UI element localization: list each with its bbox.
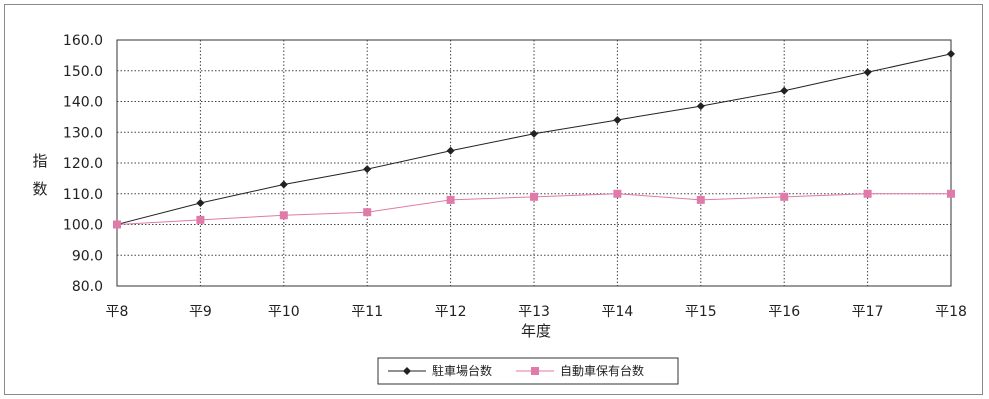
x-tick-label: 平16 <box>768 304 800 320</box>
x-tick-label: 平14 <box>601 304 633 320</box>
data-point-series-2 <box>780 192 789 201</box>
data-point-series-2 <box>947 189 955 198</box>
y-tick-label: 90.0 <box>72 248 103 264</box>
data-point-series-1 <box>363 165 372 174</box>
y-axis-ticks: 80.0 90.0 100.0 110.0 120.0 130.0 140.0 150.0 16… <box>63 33 103 295</box>
y-tick-label: 120.0 <box>63 156 103 172</box>
data-point-series-1 <box>613 115 622 124</box>
data-point-series-2 <box>113 220 121 229</box>
x-tick-label: 平11 <box>351 304 383 320</box>
data-point-series-2 <box>696 195 705 204</box>
data-point-series-2 <box>279 211 288 220</box>
x-tick-label: 平13 <box>518 304 550 320</box>
x-tick-label: 平17 <box>852 304 884 320</box>
y-tick-label: 80.0 <box>72 279 103 295</box>
grid <box>116 39 952 287</box>
data-point-series-2 <box>863 189 872 198</box>
x-tick-label: 平9 <box>189 304 212 320</box>
plot-area <box>113 49 955 229</box>
legend-label-1: 駐車場台数 <box>432 363 492 378</box>
data-point-series-2 <box>446 195 455 204</box>
data-point-series-2 <box>363 208 372 217</box>
x-tick-label: 平18 <box>935 304 967 320</box>
chart-frame <box>4 4 983 395</box>
legend: 駐車場台数 自動車保有台数 <box>377 357 679 385</box>
x-tick-label: 平8 <box>106 304 129 320</box>
data-point-series-1 <box>446 146 455 155</box>
x-axis-ticks: 平8 平9 平10 平11 平12 平13 平14 平15 平16 平17 平18 <box>106 304 967 320</box>
y-axis-label-part2: 数 <box>32 180 47 198</box>
data-point-series-2 <box>530 192 538 201</box>
x-tick-label: 平12 <box>435 304 467 320</box>
data-point-series-2 <box>613 189 622 198</box>
y-tick-label: 160.0 <box>63 33 103 49</box>
legend-label-2: 自動車保有台数 <box>560 363 644 378</box>
y-tick-label: 150.0 <box>63 64 103 80</box>
data-point-series-1 <box>196 198 205 207</box>
x-tick-label: 平15 <box>685 304 717 320</box>
legend-marker-1 <box>403 367 411 375</box>
y-tick-label: 140.0 <box>63 95 103 111</box>
x-axis-label: 年度 <box>521 322 551 340</box>
x-tick-label: 平10 <box>268 304 300 320</box>
y-tick-label: 130.0 <box>63 125 103 141</box>
y-axis-label-part1: 指 <box>32 152 47 170</box>
data-point-series-1 <box>863 68 872 77</box>
data-point-series-1 <box>780 86 789 95</box>
y-tick-label: 110.0 <box>63 187 103 203</box>
legend-marker-2 <box>531 367 539 375</box>
data-point-series-1 <box>947 49 955 58</box>
data-point-series-1 <box>279 180 288 189</box>
data-point-series-1 <box>696 102 705 111</box>
data-point-series-1 <box>530 129 538 138</box>
y-tick-label: 100.0 <box>63 218 103 234</box>
data-point-series-2 <box>196 215 205 224</box>
plot-border <box>116 39 952 287</box>
